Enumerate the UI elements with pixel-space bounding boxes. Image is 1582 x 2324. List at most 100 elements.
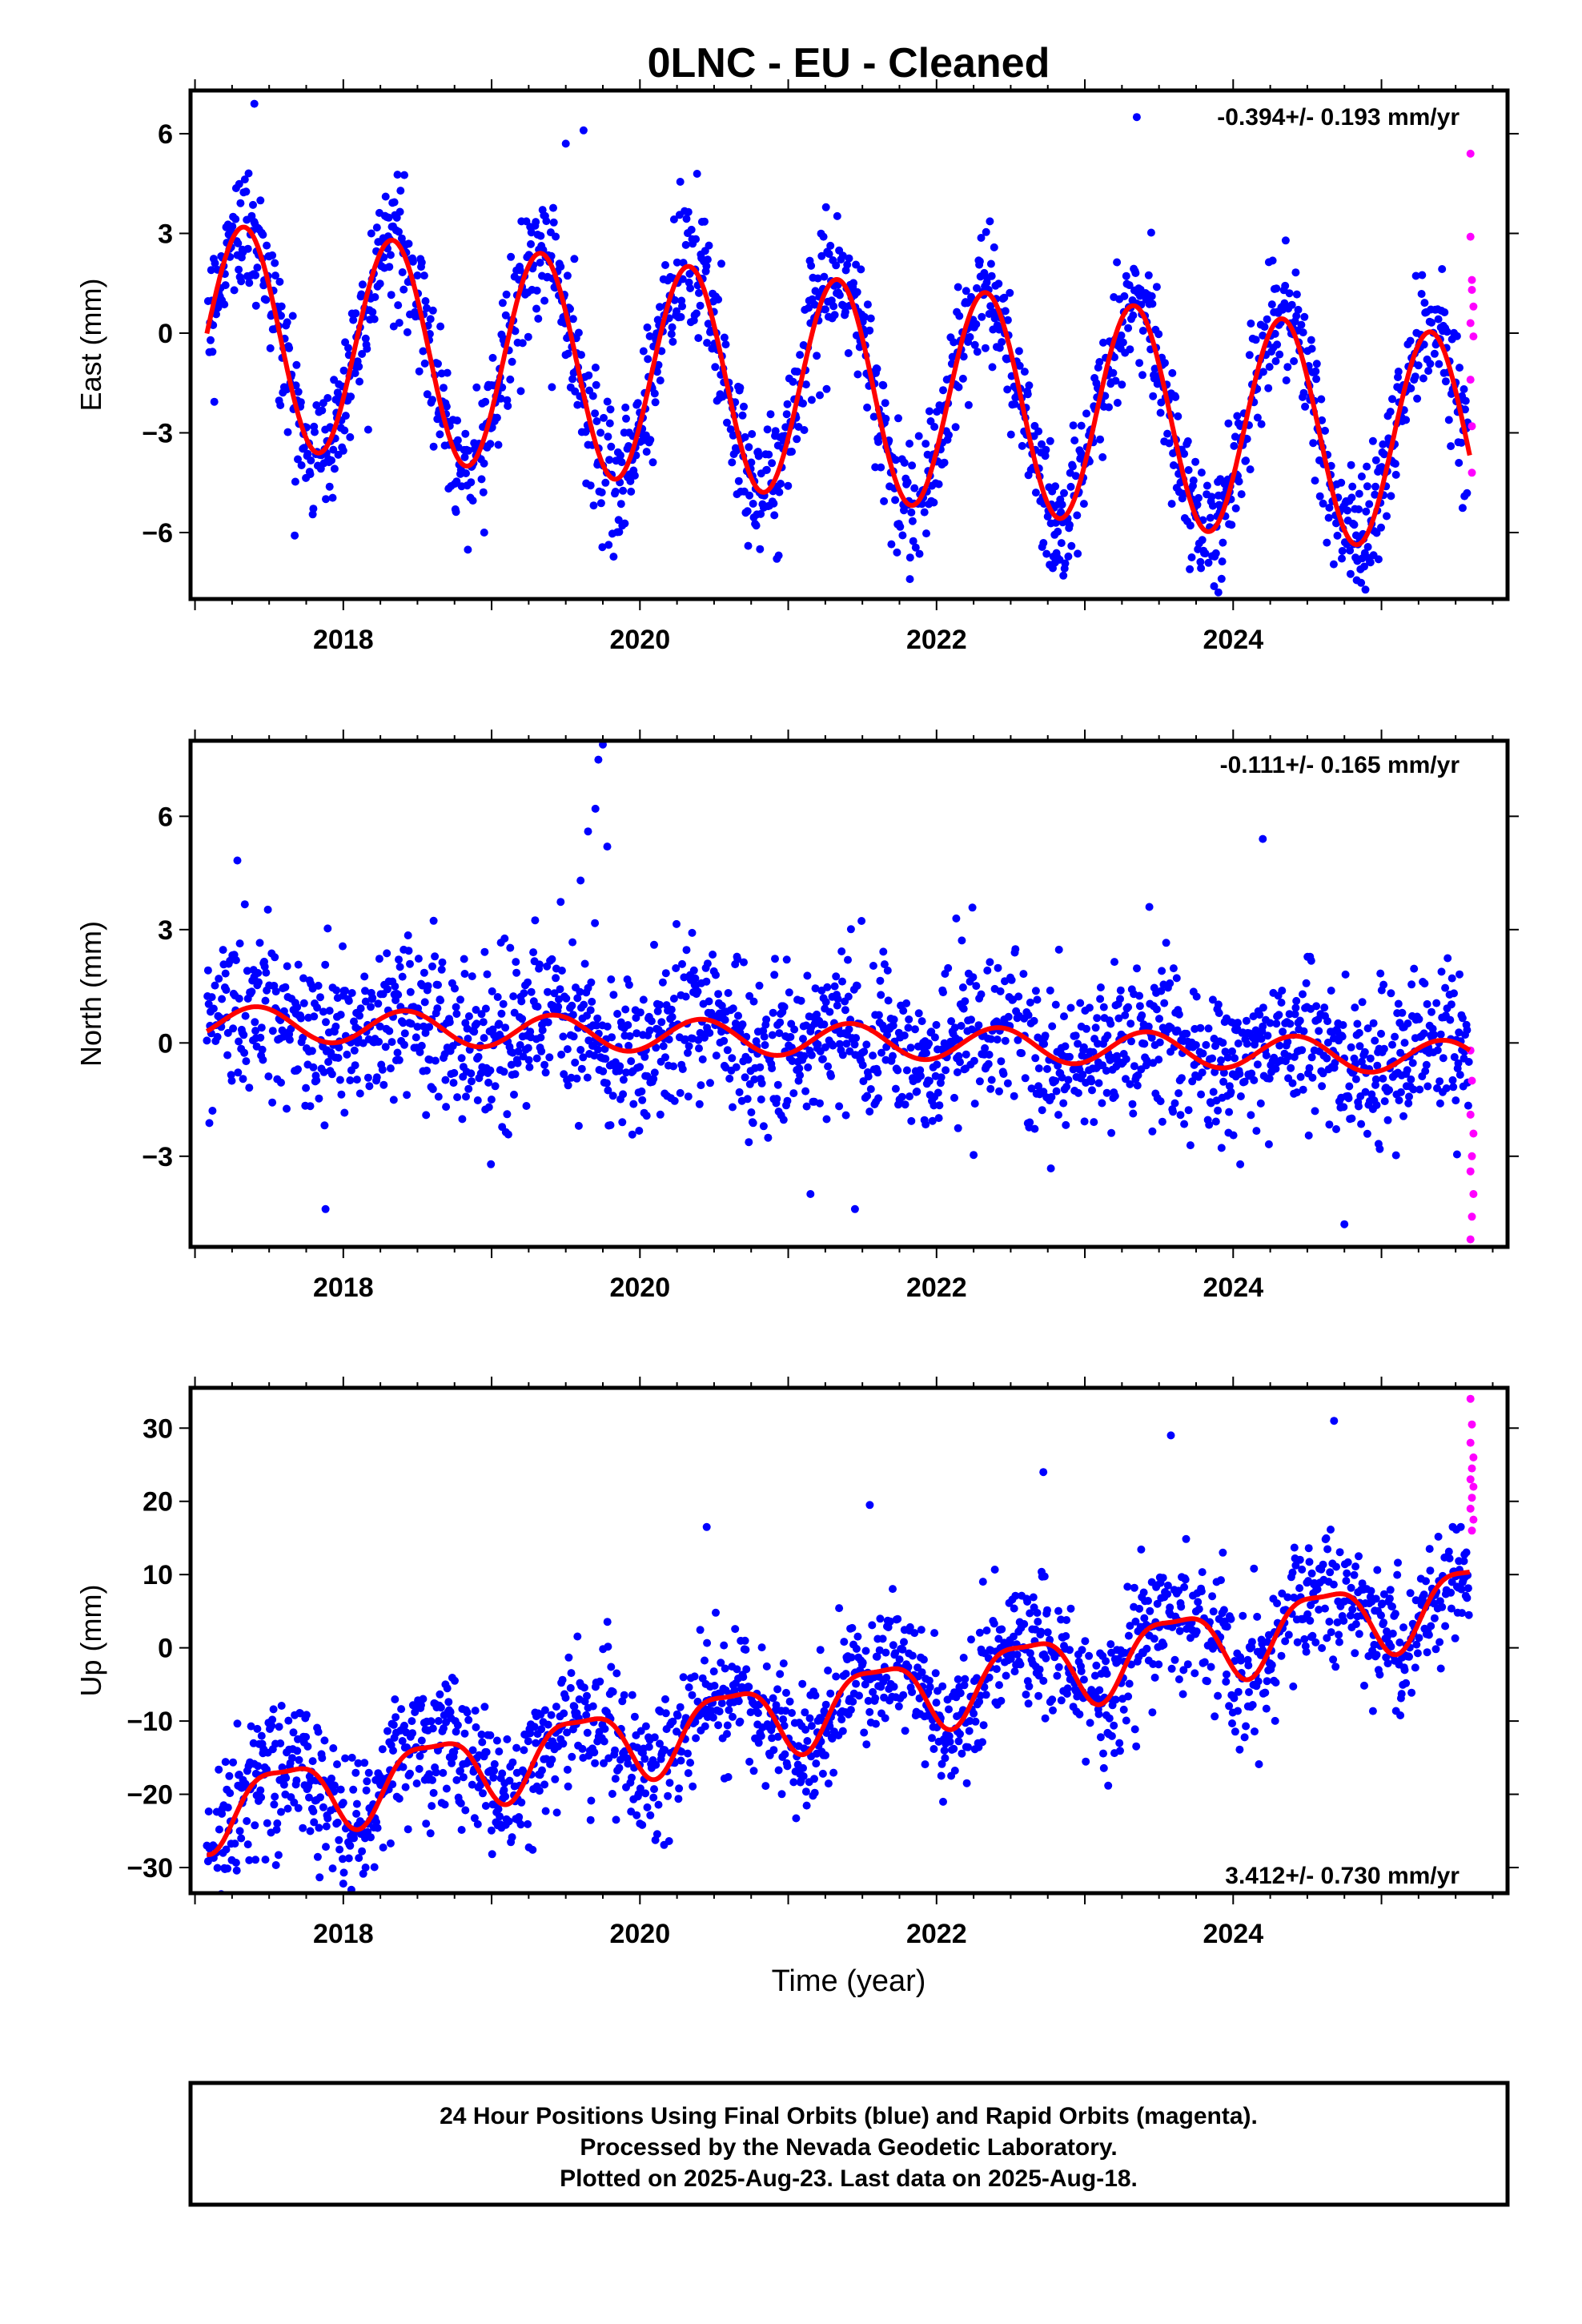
final-point (1338, 547, 1347, 555)
final-point (954, 1124, 962, 1132)
final-point (600, 1737, 608, 1746)
final-point (1231, 504, 1240, 513)
final-point (773, 1080, 782, 1089)
final-point (1411, 372, 1419, 381)
final-point (819, 232, 828, 241)
final-point (784, 481, 793, 490)
x-tick-label: 2024 (1203, 1273, 1263, 1303)
final-point (770, 511, 779, 520)
final-point (986, 1035, 995, 1043)
final-point (1098, 452, 1107, 461)
final-point (294, 388, 303, 396)
final-point (1148, 1127, 1157, 1136)
final-point (281, 983, 290, 991)
final-point (1299, 1027, 1308, 1035)
final-point (749, 500, 757, 508)
rapid-point (1466, 1167, 1475, 1176)
final-point (303, 449, 312, 458)
final-point (1355, 1028, 1363, 1037)
final-point (759, 1122, 768, 1131)
final-point (902, 999, 911, 1007)
final-point (510, 1090, 518, 1099)
final-point (903, 478, 912, 487)
final-point (355, 1011, 363, 1020)
final-point (1003, 1079, 1012, 1088)
final-point (1444, 416, 1453, 424)
final-point (503, 1110, 512, 1119)
final-point (468, 497, 477, 505)
final-point (460, 452, 469, 461)
final-point (509, 992, 518, 1001)
final-point (805, 1714, 814, 1723)
rapid-point (1468, 1152, 1476, 1160)
final-point (769, 1008, 777, 1017)
final-point (785, 988, 793, 997)
final-point (219, 946, 227, 955)
final-point (550, 989, 559, 998)
final-point (858, 1659, 867, 1667)
final-point (739, 1673, 748, 1682)
final-point (1144, 271, 1153, 279)
final-point (650, 940, 658, 949)
final-point (837, 1715, 846, 1724)
final-point (937, 1771, 946, 1780)
final-point (1379, 440, 1387, 448)
final-point (1128, 1100, 1137, 1108)
final-point (930, 1033, 939, 1042)
final-point (1400, 1039, 1409, 1047)
final-point (1209, 1088, 1218, 1096)
final-point (1124, 1003, 1133, 1011)
final-point (467, 478, 476, 487)
final-point (601, 1055, 610, 1063)
final-point (1448, 1076, 1457, 1084)
final-point (693, 987, 702, 996)
final-point (1133, 964, 1141, 973)
final-point (1031, 987, 1040, 995)
final-point (927, 1027, 936, 1036)
final-point (302, 1711, 311, 1719)
final-point (1211, 549, 1220, 557)
final-point (347, 392, 355, 401)
final-point (434, 360, 442, 368)
final-point (686, 284, 695, 292)
final-point (670, 296, 679, 304)
final-point (768, 459, 777, 468)
final-point (268, 1098, 277, 1107)
final-point (1300, 312, 1309, 321)
final-point (1183, 437, 1192, 445)
final-point (542, 217, 551, 226)
final-point (753, 1709, 762, 1718)
final-point (1167, 500, 1176, 509)
final-point (1054, 1111, 1062, 1120)
final-point (591, 919, 600, 927)
final-point (460, 970, 469, 978)
final-point (1464, 1058, 1473, 1066)
final-point (930, 1629, 939, 1638)
final-point (251, 1018, 259, 1027)
final-point (529, 948, 538, 957)
final-point (789, 377, 797, 386)
final-point (333, 1760, 341, 1769)
final-point (358, 350, 367, 358)
final-point (1292, 1088, 1301, 1097)
final-point (361, 334, 370, 343)
final-point (1110, 958, 1118, 967)
final-point (1196, 557, 1205, 566)
final-point (1312, 375, 1321, 384)
final-point (725, 1706, 733, 1715)
final-point (639, 347, 648, 356)
final-point (208, 1922, 216, 1930)
final-point (1250, 1076, 1259, 1084)
final-point (361, 987, 369, 995)
final-point (1102, 1067, 1110, 1075)
final-point (1380, 1097, 1389, 1106)
final-point (276, 401, 285, 409)
final-point (1357, 578, 1366, 587)
final-point (403, 1091, 412, 1100)
final-point (955, 312, 964, 320)
final-point (873, 364, 881, 373)
final-point (536, 231, 545, 240)
final-point (433, 1004, 442, 1013)
final-point (568, 938, 577, 947)
final-point (452, 508, 460, 517)
